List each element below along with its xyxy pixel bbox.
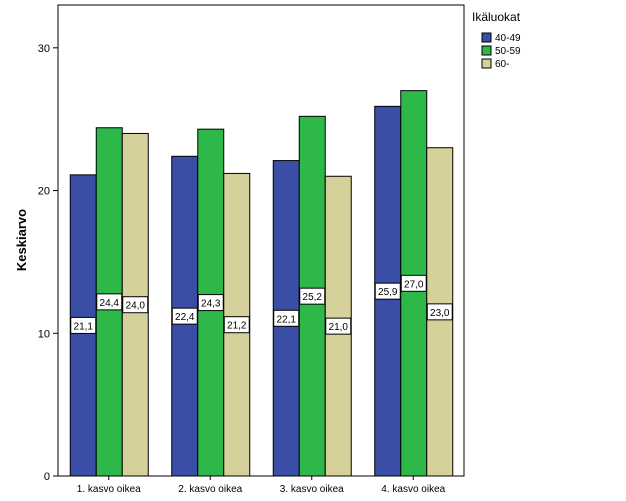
data-label: 25,9 bbox=[378, 287, 398, 298]
y-tick-label: 20 bbox=[38, 186, 50, 198]
x-axis: 1. kasvo oikea 2. kasvo oikea 3. kasvo oik… bbox=[77, 476, 446, 495]
data-label-box bbox=[299, 287, 326, 305]
legend-entry: 40-49 bbox=[495, 33, 521, 44]
data-label-box bbox=[197, 294, 224, 312]
data-label: 21,1 bbox=[74, 321, 94, 332]
legend-swatch bbox=[481, 45, 492, 56]
y-tick-label: 0 bbox=[44, 471, 50, 483]
data-label: 21,0 bbox=[329, 322, 349, 333]
data-label-box bbox=[325, 317, 352, 335]
data-label-box bbox=[273, 309, 300, 327]
data-label: 24,0 bbox=[126, 301, 146, 312]
data-label-box bbox=[400, 274, 427, 292]
data-labels: 21,1 24,4 24,0 22,4 24,3 21,2 22,1 25,2 21,0 25,9… bbox=[70, 274, 453, 335]
data-label: 24,3 bbox=[201, 299, 221, 310]
data-label: 25,2 bbox=[303, 292, 323, 303]
x-tick-label: 3. kasvo oikea bbox=[280, 484, 344, 495]
data-label: 21,2 bbox=[227, 321, 247, 332]
data-label: 22,1 bbox=[277, 314, 297, 325]
data-label-box bbox=[96, 293, 123, 311]
legend-swatch bbox=[481, 32, 492, 43]
legend-swatch bbox=[481, 58, 492, 69]
legend-title: Ikäluokat bbox=[472, 10, 521, 24]
y-axis-title: Keskiarvo bbox=[14, 209, 29, 271]
data-label-box bbox=[426, 303, 453, 321]
data-label-box bbox=[122, 296, 149, 314]
data-label: 27,0 bbox=[404, 279, 424, 290]
data-label-box bbox=[374, 282, 401, 300]
legend-entry: 50-59 bbox=[495, 46, 521, 57]
x-tick-label: 4. kasvo oikea bbox=[381, 484, 445, 495]
data-label: 24,4 bbox=[100, 298, 120, 309]
y-tick-label: 10 bbox=[38, 328, 50, 340]
data-label-box bbox=[223, 316, 250, 334]
legend: Ikäluokat 40-49 50-59 60- bbox=[472, 10, 521, 70]
data-label-box bbox=[70, 316, 97, 334]
data-label: 22,4 bbox=[175, 312, 195, 323]
y-tick-label: 30 bbox=[38, 43, 50, 55]
x-tick-label: 1. kasvo oikea bbox=[77, 484, 141, 495]
data-label: 23,0 bbox=[430, 308, 450, 319]
legend-entry: 60- bbox=[495, 59, 509, 70]
x-tick-label: 2. kasvo oikea bbox=[178, 484, 242, 495]
y-axis: 0 10 20 30 bbox=[38, 43, 58, 483]
data-label-box bbox=[171, 307, 198, 325]
